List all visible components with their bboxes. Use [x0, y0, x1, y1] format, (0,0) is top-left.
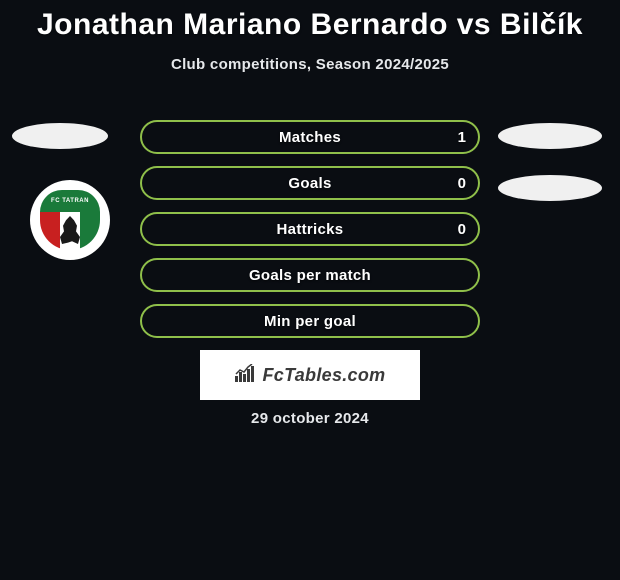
club-badge: FC TATRAN: [30, 180, 110, 260]
stat-label: Goals per match: [249, 267, 371, 284]
branding-text: FcTables.com: [263, 365, 386, 386]
stats-container: Matches 1 Goals 0 Hattricks 0 Goals per match M…: [140, 120, 480, 350]
page-subtitle: Club competitions, Season 2024/2025: [0, 56, 620, 73]
stat-row-hattricks: Hattricks 0: [140, 212, 480, 246]
stat-label: Min per goal: [264, 313, 356, 330]
club-badge-text: FC TATRAN: [40, 190, 100, 212]
stat-row-min-per-goal: Min per goal: [140, 304, 480, 338]
stat-row-goals-per-match: Goals per match: [140, 258, 480, 292]
chart-icon: [235, 364, 257, 387]
branding-box: FcTables.com: [200, 350, 420, 400]
stat-label: Matches: [279, 129, 341, 146]
stat-row-goals: Goals 0: [140, 166, 480, 200]
stat-value-right: 1: [458, 129, 466, 146]
page-title: Jonathan Mariano Bernardo vs Bilčík: [0, 0, 620, 42]
stat-label: Goals: [288, 175, 331, 192]
player-right-top-placeholder: [498, 123, 602, 149]
stat-value-right: 0: [458, 175, 466, 192]
club-badge-inner: FC TATRAN: [40, 190, 100, 250]
date-text: 29 october 2024: [0, 410, 620, 427]
stat-row-matches: Matches 1: [140, 120, 480, 154]
player-left-placeholder: [12, 123, 108, 149]
stat-value-right: 0: [458, 221, 466, 238]
player-right-bottom-placeholder: [498, 175, 602, 201]
stat-label: Hattricks: [277, 221, 344, 238]
